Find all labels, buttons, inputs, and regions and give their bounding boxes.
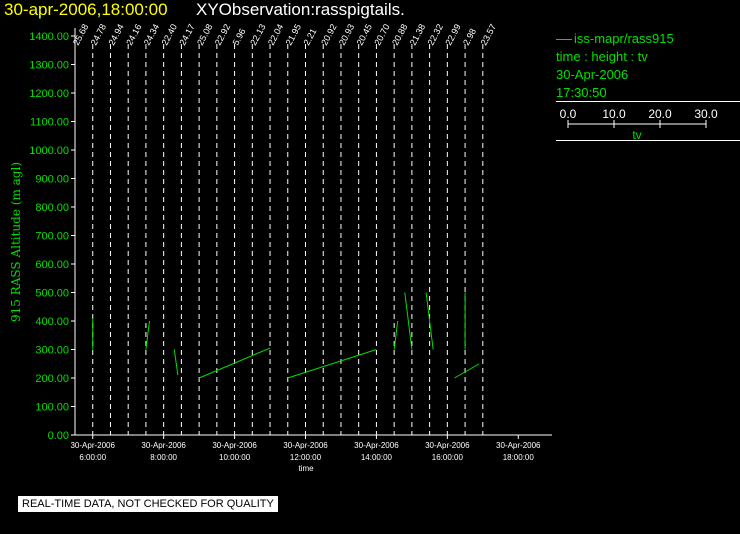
series-segment <box>404 292 413 350</box>
legend-divider-bottom <box>556 140 740 141</box>
profile-label: 24.17 <box>177 22 196 47</box>
profile-label: 5.96 <box>231 27 248 47</box>
y-tick-label: 500.00 <box>35 288 69 300</box>
profile-label: 20.88 <box>390 22 409 47</box>
profile-label: 20.92 <box>319 22 338 47</box>
chart-plot: 25.6824.7824.9424.1624.3422.4024.1725.08… <box>9 22 552 473</box>
x-tick-date: 30-Apr-2006 <box>141 441 186 450</box>
profile-label: 22.92 <box>213 22 232 47</box>
profile-label: 24.78 <box>89 22 108 47</box>
profile-label: 22.99 <box>443 22 462 47</box>
y-tick-label: 600.00 <box>35 259 69 271</box>
profile-label: 22.04 <box>266 22 285 47</box>
y-tick-label: 400.00 <box>35 316 69 328</box>
y-tick-label: 0.00 <box>48 430 69 442</box>
color-scale: 0.0 10.0 20.0 30.0 tv <box>560 107 718 140</box>
x-axis-label: time <box>298 464 314 473</box>
x-tick-time: 10:00:00 <box>219 453 251 462</box>
profile-label: 23.57 <box>479 22 498 47</box>
y-axis-label: 915 RASS Altitude (m agl) <box>9 162 23 322</box>
profile-label: 22.40 <box>160 22 179 47</box>
y-tick-label: 1300.00 <box>29 60 69 72</box>
scale-tick-label: 10.0 <box>602 107 626 121</box>
profile-label: 2.98 <box>461 27 478 47</box>
series-segment <box>454 363 480 379</box>
legend-series-entry: iss-mapr/rass915 <box>556 30 740 48</box>
profile-label: 24.34 <box>142 22 161 47</box>
x-tick-date: 30-Apr-2006 <box>70 441 115 450</box>
profile-label: 20.70 <box>372 22 391 47</box>
x-tick-time: 14:00:00 <box>361 453 393 462</box>
y-tick-label: 900.00 <box>35 174 69 186</box>
series-segment <box>393 320 399 350</box>
legend: iss-mapr/rass915 time : height : tv 30-A… <box>556 30 740 102</box>
series-segment <box>425 292 434 350</box>
chart-observation-title: XYObservation:rasspigtails. <box>196 0 405 19</box>
x-tick-time: 6:00:00 <box>79 453 106 462</box>
legend-series-label: iss-mapr/rass915 <box>574 31 674 46</box>
series-segment <box>173 349 179 376</box>
y-tick-label: 1000.00 <box>29 145 69 157</box>
profile-label: 21.95 <box>284 22 303 47</box>
legend-time: 17:30:50 <box>556 85 607 100</box>
x-tick-time: 12:00:00 <box>290 453 322 462</box>
x-tick-time: 18:00:00 <box>503 453 535 462</box>
y-tick-label: 700.00 <box>35 231 69 243</box>
series-segment <box>145 320 150 350</box>
profile-label: 25.08 <box>195 22 214 47</box>
profile-label: 24.16 <box>124 22 143 47</box>
profile-label: 20.45 <box>355 22 374 47</box>
x-tick-date: 30-Apr-2006 <box>212 441 257 450</box>
series-segment <box>287 349 377 379</box>
series-segment <box>198 347 271 379</box>
scale-tick-label: 0.0 <box>560 107 577 121</box>
y-tick-label: 1100.00 <box>30 117 69 129</box>
scale-tick-label: 20.0 <box>648 107 672 121</box>
x-tick-date: 30-Apr-2006 <box>496 441 541 450</box>
y-tick-label: 1400.00 <box>29 31 69 43</box>
profile-label: 21.38 <box>408 22 427 47</box>
profile-label: 20.93 <box>337 22 356 47</box>
profile-label: 22.32 <box>426 22 445 47</box>
profile-label: 2.21 <box>301 27 318 47</box>
x-tick-time: 16:00:00 <box>432 453 464 462</box>
x-tick-date: 30-Apr-2006 <box>354 441 399 450</box>
legend-date: 30-Apr-2006 <box>556 67 629 82</box>
y-tick-label: 1200.00 <box>29 88 69 100</box>
chart-datetime: 30-apr-2006,18:00:00 <box>4 0 168 19</box>
profile-label: 24.94 <box>106 22 125 47</box>
y-tick-label: 800.00 <box>35 202 69 214</box>
y-tick-label: 100.00 <box>35 402 69 414</box>
quality-disclaimer: REAL-TIME DATA, NOT CHECKED FOR QUALITY <box>18 496 278 512</box>
y-tick-label: 300.00 <box>35 345 69 357</box>
x-tick-date: 30-Apr-2006 <box>283 441 328 450</box>
scale-tick-label: 30.0 <box>694 107 718 121</box>
profile-label: 25.68 <box>71 22 90 47</box>
legend-divider-top <box>556 101 740 102</box>
x-tick-date: 30-Apr-2006 <box>425 441 470 450</box>
profile-label: 22.13 <box>248 22 267 47</box>
x-tick-time: 8:00:00 <box>150 453 177 462</box>
y-tick-label: 200.00 <box>35 373 69 385</box>
scale-label: tv <box>632 128 641 140</box>
legend-axes-label: time : height : tv <box>556 49 648 64</box>
legend-line-swatch <box>556 39 572 40</box>
